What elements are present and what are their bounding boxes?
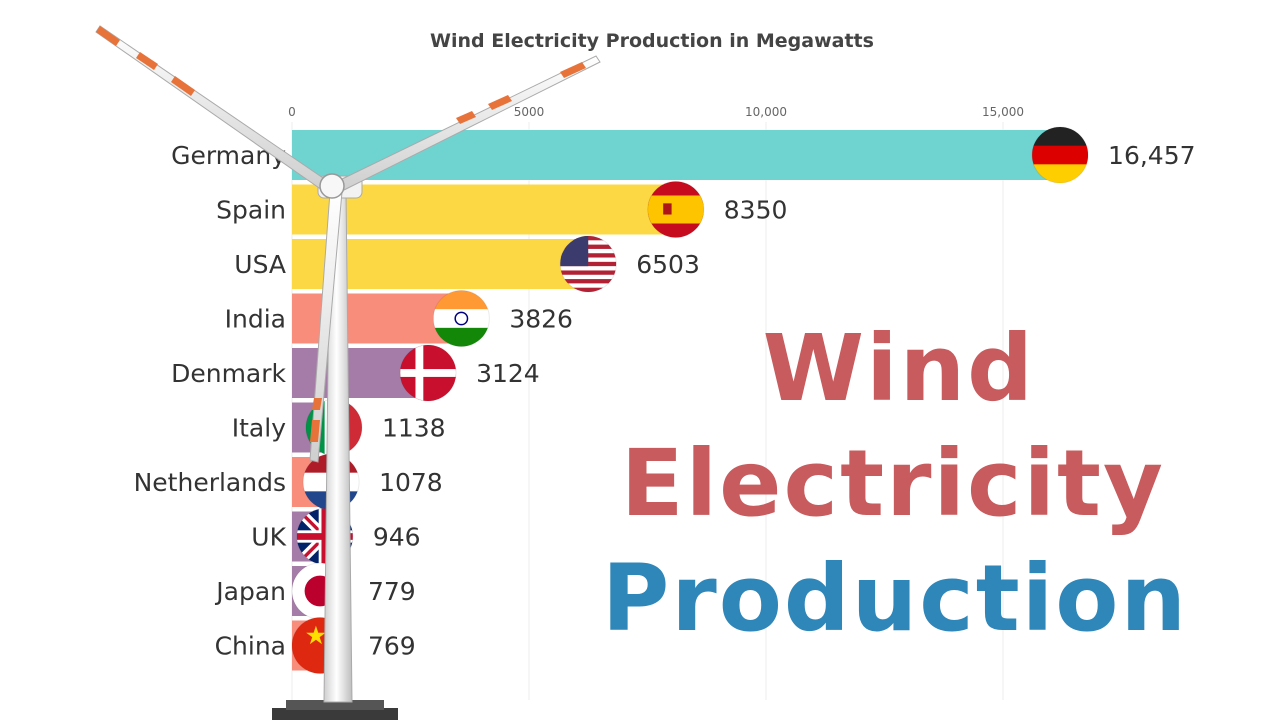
category-label: India <box>225 305 286 334</box>
value-label: 3826 <box>509 305 573 334</box>
category-label: Netherlands <box>134 468 286 497</box>
headline-wind: Wind <box>762 315 1035 422</box>
value-label: 779 <box>368 577 416 606</box>
turbine-base <box>272 708 398 720</box>
value-label: 3124 <box>476 359 540 388</box>
svg-text:★: ★ <box>305 621 328 650</box>
x-tick-label: 10,000 <box>745 105 787 119</box>
turbine-blade-upper-right <box>339 55 601 191</box>
turbine-base-top <box>286 700 384 710</box>
headline-production: Production <box>601 545 1188 652</box>
value-label: 769 <box>368 632 416 661</box>
value-label: 1078 <box>379 468 443 497</box>
x-tick-label: 15,000 <box>982 105 1024 119</box>
spain-flag <box>647 181 705 238</box>
turbine-hub <box>319 173 345 199</box>
category-label: Japan <box>214 577 286 606</box>
category-label: Spain <box>216 196 286 225</box>
headline-electricity: Electricity <box>620 430 1165 537</box>
x-tick-label: 5000 <box>514 105 545 119</box>
category-label: Italy <box>232 414 286 443</box>
turbine-blade-upper-left <box>95 25 327 191</box>
value-label: 6503 <box>636 250 700 279</box>
category-labels: GermanySpainUSAIndiaDenmarkItalyNetherla… <box>134 141 287 661</box>
x-axis-ticks: 0 5000 10,000 15,000 <box>288 105 1024 119</box>
germany-flag <box>1031 126 1089 184</box>
wind-turbine-icon <box>95 25 601 720</box>
value-label: 16,457 <box>1108 141 1195 170</box>
usa-flag <box>559 235 617 293</box>
category-label: Denmark <box>171 359 286 388</box>
value-labels: 16,457 8350 6503 3826 3124 1138 1078 946 779 769 <box>368 141 1196 661</box>
india-flag <box>432 290 490 347</box>
category-label: USA <box>234 250 286 279</box>
value-label: 1138 <box>382 414 446 443</box>
category-label: China <box>215 632 286 661</box>
value-label: 8350 <box>724 196 788 225</box>
bar-germany <box>292 130 1073 180</box>
chart-title: Wind Electricity Production in Megawatts <box>430 30 874 52</box>
denmark-flag <box>399 344 457 402</box>
x-tick-label: 0 <box>288 105 296 119</box>
value-label: 946 <box>373 523 421 552</box>
category-label: UK <box>251 523 286 552</box>
